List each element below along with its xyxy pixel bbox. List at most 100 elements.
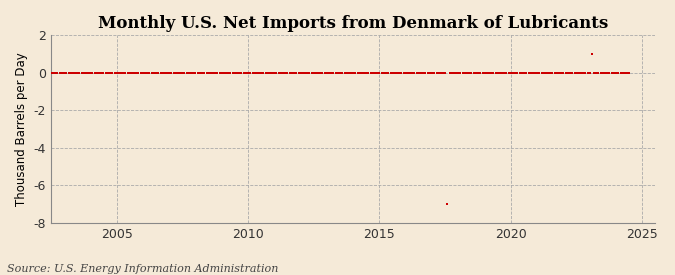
Point — [346, 70, 356, 75]
Point — [350, 70, 360, 75]
Point — [258, 70, 269, 75]
Point — [591, 70, 601, 75]
Point — [418, 70, 429, 75]
Point — [583, 70, 593, 75]
Point — [295, 70, 306, 75]
Point — [39, 70, 50, 75]
Point — [335, 70, 346, 75]
Point — [124, 70, 135, 75]
Point — [606, 70, 617, 75]
Point — [287, 70, 298, 75]
Point — [105, 70, 115, 75]
Point — [622, 70, 632, 75]
Point — [481, 70, 492, 75]
Point — [518, 70, 529, 75]
Point — [593, 70, 604, 75]
Point — [68, 70, 78, 75]
Point — [89, 70, 100, 75]
Point — [396, 70, 407, 75]
Point — [466, 70, 477, 75]
Point — [488, 70, 499, 75]
Point — [367, 70, 378, 75]
Point — [425, 70, 435, 75]
Point — [267, 70, 277, 75]
Point — [72, 70, 82, 75]
Point — [578, 70, 589, 75]
Point — [495, 70, 506, 75]
Point — [532, 70, 543, 75]
Point — [232, 70, 242, 75]
Point — [412, 70, 423, 75]
Point — [431, 70, 442, 75]
Point — [115, 70, 126, 75]
Point — [291, 70, 302, 75]
Point — [501, 70, 512, 75]
Point — [402, 70, 413, 75]
Point — [37, 70, 48, 75]
Point — [52, 70, 63, 75]
Point — [236, 70, 247, 75]
Point — [323, 70, 334, 75]
Point — [94, 70, 105, 75]
Point — [98, 70, 109, 75]
Point — [387, 70, 398, 75]
Point — [277, 70, 288, 75]
Point — [50, 70, 61, 75]
Point — [414, 70, 425, 75]
Point — [32, 70, 43, 75]
Point — [370, 70, 381, 75]
Point — [328, 70, 339, 75]
Point — [310, 70, 321, 75]
Point — [541, 70, 551, 75]
Point — [545, 70, 556, 75]
Point — [234, 70, 245, 75]
Point — [173, 70, 184, 75]
Point — [298, 70, 308, 75]
Point — [617, 70, 628, 75]
Point — [238, 70, 249, 75]
Point — [282, 70, 293, 75]
Point — [580, 70, 591, 75]
Point — [254, 70, 265, 75]
Point — [510, 70, 521, 75]
Point — [194, 70, 205, 75]
Point — [602, 70, 613, 75]
Point — [458, 70, 468, 75]
Point — [506, 70, 516, 75]
Point — [179, 70, 190, 75]
Point — [265, 70, 275, 75]
Point — [63, 70, 74, 75]
Point — [219, 70, 230, 75]
Point — [284, 70, 295, 75]
Point — [530, 70, 541, 75]
Point — [497, 70, 508, 75]
Point — [80, 70, 91, 75]
Point — [422, 70, 433, 75]
Point — [210, 70, 221, 75]
Point — [361, 70, 372, 75]
Point — [472, 70, 483, 75]
Point — [140, 70, 151, 75]
Point — [543, 70, 554, 75]
Point — [442, 202, 453, 206]
Point — [159, 70, 170, 75]
Point — [196, 70, 207, 75]
Point — [111, 70, 122, 75]
Point — [333, 70, 344, 75]
Point — [293, 70, 304, 75]
Point — [475, 70, 485, 75]
Point — [560, 70, 571, 75]
Point — [394, 70, 404, 75]
Point — [416, 70, 427, 75]
Point — [460, 70, 470, 75]
Point — [65, 70, 76, 75]
Point — [477, 70, 488, 75]
Point — [569, 70, 580, 75]
Point — [565, 70, 576, 75]
Point — [599, 70, 610, 75]
Point — [100, 70, 111, 75]
Point — [571, 70, 582, 75]
Point — [164, 70, 175, 75]
Point — [433, 70, 444, 75]
Point — [153, 70, 163, 75]
